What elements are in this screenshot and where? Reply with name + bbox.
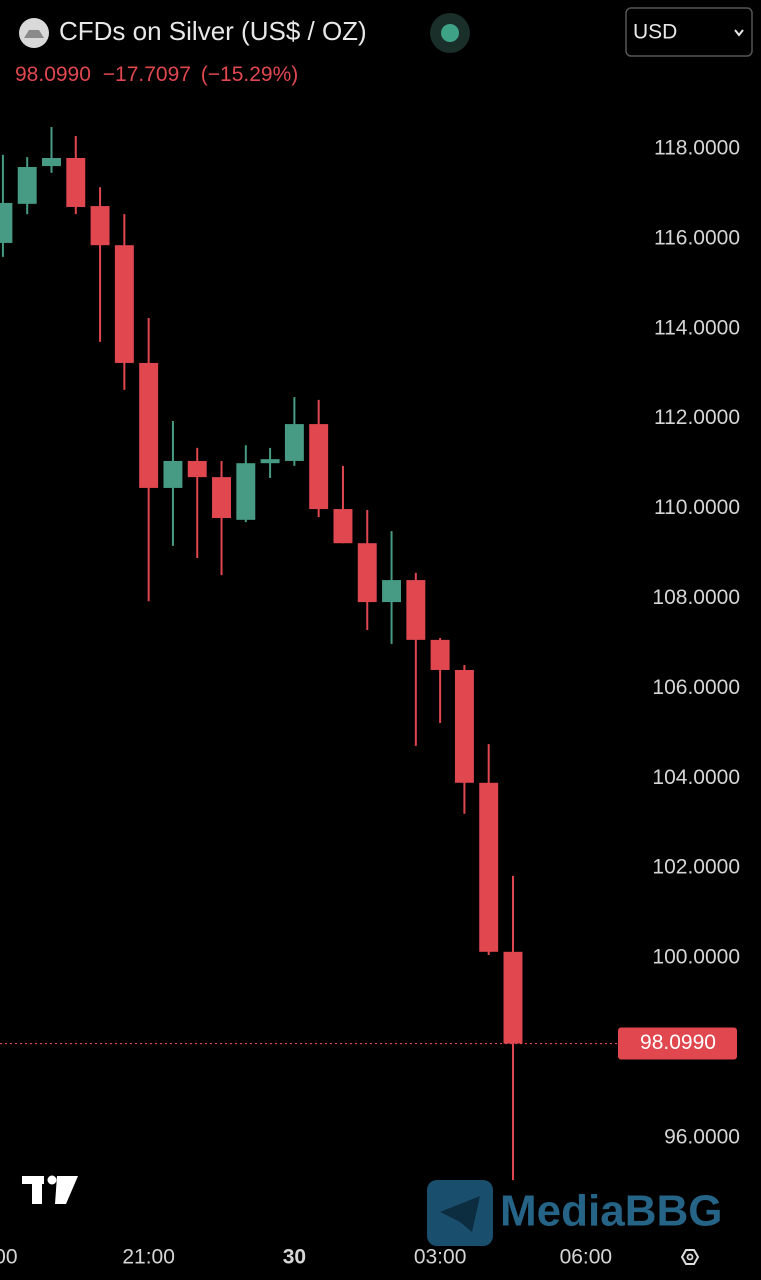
settings-icon[interactable] (680, 1249, 700, 1265)
status-dot (441, 24, 459, 42)
currency-label[interactable]: USD (633, 21, 677, 44)
y-tick-label: 116.0000 (654, 226, 740, 249)
candle-body (357, 543, 377, 603)
y-tick-label: 114.0000 (654, 316, 740, 339)
y-tick-label: 118.0000 (654, 137, 740, 160)
y-axis: 96.0000 100.0000 102.0000 104.0000 106.0000 1… (620, 137, 740, 1148)
price-header: 98.0990 −17.7097 (−15.29%) (15, 63, 298, 86)
chevron (734, 29, 744, 37)
price-change-percent: (−15.29%) (201, 63, 298, 86)
watermark-plane (440, 1196, 480, 1232)
x-axis: :00 21:00 30 03:00 06:00 (0, 1240, 612, 1269)
x-tick-label: :00 (0, 1246, 18, 1269)
last-price-label: 98.0990 (640, 1031, 716, 1054)
candle-body (42, 157, 61, 167)
candle-body (406, 580, 426, 640)
candle-body (66, 157, 86, 207)
candle-body (382, 580, 402, 603)
price-change: −17.7097 (103, 63, 191, 86)
y-tick-label: 102.0000 (652, 856, 740, 879)
candle-body (430, 639, 450, 670)
y-tick-label: 100.0000 (652, 946, 740, 969)
watermark: MediaBBG (500, 1187, 722, 1236)
candle-body (454, 669, 474, 783)
candle-body (90, 206, 110, 246)
y-tick-label: 108.0000 (652, 586, 740, 609)
y-tick-label: 110.0000 (654, 496, 740, 519)
last-price-tag (618, 1027, 737, 1060)
x-tick-label: 21:00 (122, 1246, 175, 1269)
tv-logo (22, 1175, 78, 1204)
settings-icon-center (686, 1253, 694, 1261)
chart-title: CFDs on Silver (US$ / OZ) (59, 16, 367, 46)
candle-body (503, 951, 523, 1044)
x-tick-label: 03:00 (414, 1246, 467, 1269)
x-tick-label: 06:00 (560, 1246, 613, 1269)
currency-select[interactable] (625, 7, 753, 57)
y-tick-label: 96.0000 (664, 1125, 740, 1148)
last-price: 98.0990 (15, 63, 91, 86)
candle-body (333, 509, 353, 544)
symbol-icon-bars (24, 30, 44, 38)
y-tick-label: 106.0000 (652, 676, 740, 699)
candle-body (0, 202, 13, 243)
candle-body (139, 362, 159, 488)
candle-body (284, 424, 304, 461)
y-tick-label: 112.0000 (654, 406, 740, 429)
candle-body (260, 459, 280, 464)
candle-body (309, 424, 329, 510)
candle-body (479, 782, 499, 952)
candle-body (212, 477, 231, 519)
candle-body (114, 245, 134, 363)
y-tick-label: 104.0000 (652, 766, 740, 789)
candle-body (187, 460, 207, 478)
candles (0, 126, 523, 1181)
candle-body (163, 460, 183, 488)
candle-body (236, 463, 256, 520)
x-tick-label: 30 (283, 1246, 306, 1269)
candle-body (17, 166, 37, 204)
